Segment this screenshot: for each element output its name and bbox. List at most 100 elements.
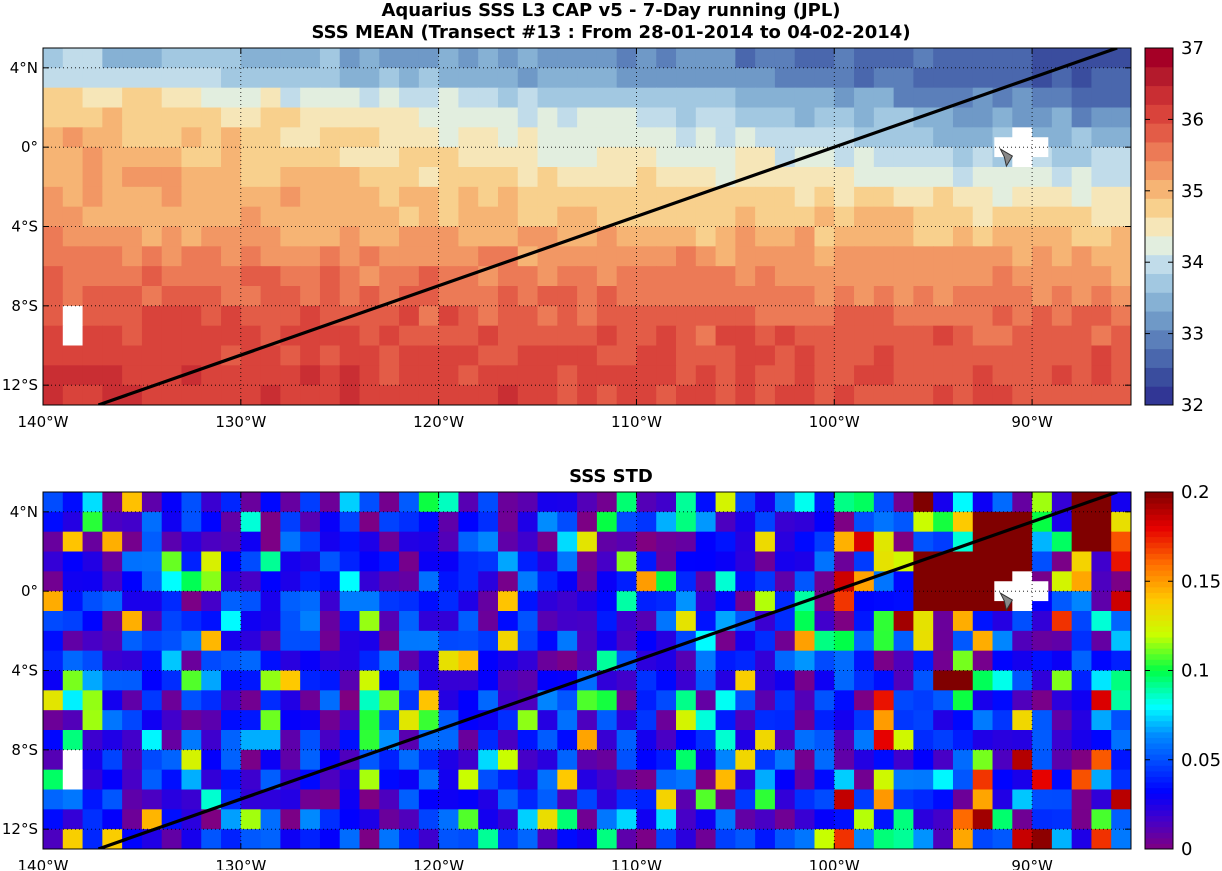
heatmap-cell — [992, 67, 1013, 89]
missing-cell — [994, 137, 1049, 158]
heatmap-cell — [438, 325, 460, 347]
heatmap-cell — [537, 511, 558, 533]
heatmap-cell — [161, 710, 183, 731]
heatmap-cell — [814, 365, 835, 386]
colorbar-segment — [1145, 85, 1173, 105]
heatmap-cell — [379, 186, 400, 208]
heatmap-cell — [834, 829, 855, 849]
heatmap-cell — [913, 147, 934, 168]
heatmap-cell — [82, 730, 103, 751]
heatmap-cell — [715, 345, 736, 366]
heatmap-cell — [656, 365, 677, 386]
heatmap-cell — [735, 206, 756, 228]
heatmap-cell — [656, 127, 677, 148]
heatmap-cell — [82, 809, 103, 830]
heatmap-cell — [1032, 385, 1053, 405]
heatmap-cell — [676, 551, 697, 572]
heatmap-cell — [814, 749, 835, 771]
heatmap-cell — [280, 167, 301, 188]
heatmap-cell — [141, 325, 163, 347]
heatmap-cell — [794, 511, 816, 533]
colorbar-segment — [1145, 542, 1173, 549]
heatmap-cell — [43, 226, 64, 247]
heatmap-cell — [557, 147, 578, 168]
heatmap-cell — [399, 749, 420, 771]
heatmap-cell — [379, 749, 400, 771]
heatmap-cell — [201, 167, 222, 188]
heatmap-cell — [1032, 611, 1053, 632]
heatmap-cell — [695, 266, 717, 287]
heatmap-cell — [478, 365, 499, 386]
heatmap-cell — [62, 531, 84, 553]
heatmap-cell — [260, 286, 281, 307]
colorbar-segment — [1145, 547, 1173, 554]
heatmap-cell — [577, 611, 598, 632]
heatmap-cell — [181, 690, 202, 711]
heatmap-cell — [636, 551, 657, 572]
heatmap-cell — [636, 186, 657, 208]
heatmap-cell — [339, 809, 361, 830]
colorbar-segment — [1145, 843, 1173, 850]
heatmap-cell — [735, 749, 756, 771]
heatmap-cell — [300, 650, 321, 672]
heatmap-cell — [755, 571, 776, 592]
heatmap-cell — [240, 611, 262, 632]
heatmap-cell — [854, 48, 875, 69]
heatmap-cell — [181, 127, 202, 148]
heatmap-cell — [82, 749, 103, 771]
heatmap-cell — [1012, 611, 1033, 632]
heatmap-cell — [913, 789, 934, 810]
colorbar-segment — [1145, 592, 1173, 599]
heatmap-cell — [122, 48, 143, 69]
heatmap-cell — [834, 87, 855, 109]
heatmap-cell — [517, 127, 539, 148]
heatmap-cell — [1071, 571, 1093, 592]
heatmap-cell — [122, 147, 143, 168]
transect-line — [97, 492, 1118, 849]
heatmap-cell — [1111, 690, 1131, 711]
heatmap-cell — [161, 551, 183, 572]
heatmap-cell — [300, 769, 321, 791]
heatmap-cell — [240, 670, 262, 691]
y-tick-label: 4°N — [10, 59, 38, 77]
heatmap-cell — [102, 325, 123, 347]
heatmap-cell — [577, 650, 598, 672]
x-tick-label: 130°W — [215, 413, 266, 431]
heatmap-cell — [438, 650, 460, 672]
heatmap-cell — [656, 630, 677, 652]
heatmap-cell — [715, 107, 736, 128]
heatmap-cell — [596, 749, 618, 771]
heatmap-cell — [43, 492, 64, 513]
heatmap-cell — [715, 630, 736, 652]
heatmap-cell — [280, 286, 301, 307]
heatmap-cell — [893, 630, 914, 652]
heatmap-cell — [755, 710, 776, 731]
heatmap-cell — [537, 551, 558, 572]
heatmap-cell — [656, 492, 677, 513]
heatmap-cell — [418, 206, 440, 228]
heatmap-cell — [774, 511, 796, 533]
heatmap-cell — [319, 127, 341, 148]
heatmap-cell — [300, 690, 321, 711]
heatmap-cell — [319, 147, 341, 168]
heatmap-cell — [695, 48, 717, 69]
heatmap-cell — [893, 829, 914, 849]
heatmap-cell — [122, 611, 143, 632]
heatmap-cell — [913, 48, 934, 69]
heatmap-cell — [755, 492, 776, 513]
heatmap-cell — [201, 749, 222, 771]
heatmap-cell — [497, 87, 519, 109]
heatmap-cell — [537, 809, 558, 830]
heatmap-cell — [280, 730, 301, 751]
heatmap-cell — [1032, 630, 1053, 652]
heatmap-cell — [636, 305, 657, 327]
heatmap-cell — [1111, 305, 1131, 327]
heatmap-cell — [854, 670, 875, 691]
heatmap-cell — [497, 305, 519, 327]
heatmap-cell — [557, 107, 578, 128]
heatmap-cell — [695, 226, 717, 247]
heatmap-cell — [834, 266, 855, 287]
heatmap-cell — [873, 87, 895, 109]
heatmap-cell — [280, 551, 301, 572]
heatmap-cell — [1032, 730, 1053, 751]
